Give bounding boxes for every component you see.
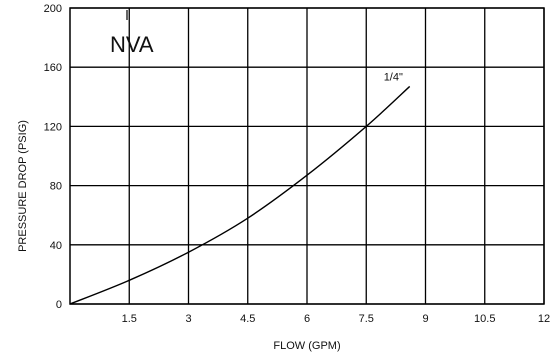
x-tick-label: 9 bbox=[422, 313, 428, 325]
x-tick-label: 1.5 bbox=[122, 313, 137, 325]
series-label: 1/4" bbox=[384, 71, 403, 83]
x-axis-label: FLOW (GPM) bbox=[273, 340, 340, 352]
y-tick-labels: 0 40 80 120 160 200 bbox=[44, 3, 62, 311]
y-axis-label: PRESSURE DROP (PSIG) bbox=[17, 120, 29, 252]
series-line bbox=[69, 85, 411, 305]
y-tick-label: 160 bbox=[44, 62, 62, 74]
chart-title: NVA bbox=[110, 32, 154, 57]
y-tick-label: 80 bbox=[50, 181, 62, 193]
x-tick-label: 4.5 bbox=[240, 313, 255, 325]
x-tick-label: 3 bbox=[185, 313, 191, 325]
plot-border bbox=[69, 7, 545, 305]
y-tick-label: 40 bbox=[50, 240, 62, 252]
plot-frame bbox=[69, 7, 545, 305]
series-layer bbox=[69, 85, 411, 305]
y-tick-label: 120 bbox=[44, 121, 62, 133]
y-tick-label: 0 bbox=[56, 299, 62, 311]
y-tick-label: 200 bbox=[44, 3, 62, 15]
x-tick-labels: 1.5 3 4.5 6 7.5 9 10.5 12 bbox=[122, 313, 551, 325]
x-tick-label: 10.5 bbox=[474, 313, 495, 325]
x-tick-label: 12 bbox=[538, 313, 550, 325]
x-tick-label: 6 bbox=[304, 313, 310, 325]
x-tick-label: 7.5 bbox=[359, 313, 374, 325]
